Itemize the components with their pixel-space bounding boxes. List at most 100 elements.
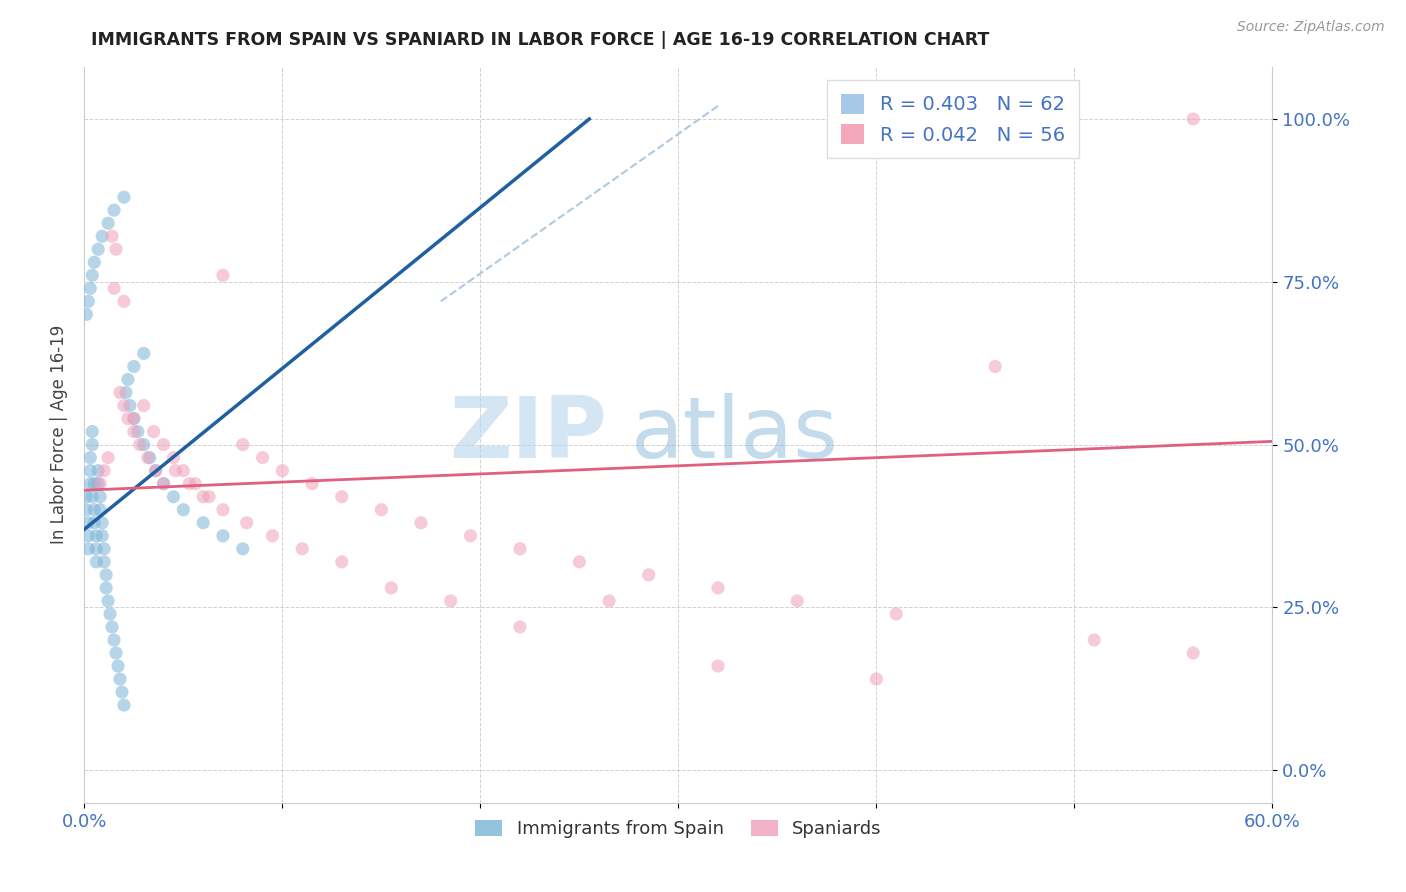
Point [122,411,145,425]
Point [94,567,117,582]
Point [87,476,110,491]
Point [103,632,125,647]
Point [262,529,284,543]
Point [1182,112,1205,126]
Point [330,555,353,569]
Point [112,294,135,309]
Point [884,607,907,621]
Point [79,281,101,295]
Point [1182,646,1205,660]
Point [212,268,235,283]
Point [1083,632,1105,647]
Legend: Immigrants from Spain, Spaniards: Immigrants from Spain, Spaniards [468,813,889,846]
Point [117,372,139,386]
Point [117,411,139,425]
Point [91,229,114,244]
Point [82,437,104,451]
Point [111,685,134,699]
Point [132,346,155,360]
Point [235,516,257,530]
Point [83,255,105,269]
Point [232,437,254,451]
Point [132,399,155,413]
Point [984,359,1007,374]
Point [97,450,120,465]
Point [93,464,115,478]
Point [145,464,167,478]
Point [165,464,187,478]
Point [707,659,730,673]
Point [162,490,184,504]
Point [509,620,531,634]
Point [370,502,392,516]
Point [97,216,120,230]
Point [128,437,150,451]
Point [198,490,221,504]
Point [865,672,887,686]
Point [84,541,107,556]
Point [108,672,131,686]
Point [75,490,97,504]
Text: IMMIGRANTS FROM SPAIN VS SPANIARD IN LABOR FORCE | AGE 16-19 CORRELATION CHART: IMMIGRANTS FROM SPAIN VS SPANIARD IN LAB… [91,31,990,49]
Point [637,567,659,582]
Y-axis label: In Labor Force | Age 16-19: In Labor Force | Age 16-19 [49,326,67,544]
Point [409,516,432,530]
Point [152,476,174,491]
Point [83,502,105,516]
Point [93,541,115,556]
Point [440,594,463,608]
Point [138,450,160,465]
Point [112,190,135,204]
Point [184,476,207,491]
Point [89,502,111,516]
Point [212,529,235,543]
Point [91,516,114,530]
Point [136,450,159,465]
Point [212,502,235,516]
Point [93,555,115,569]
Point [75,307,97,321]
Point [107,659,129,673]
Point [460,529,482,543]
Point [122,411,145,425]
Point [103,203,125,218]
Point [380,581,402,595]
Point [112,399,135,413]
Point [568,555,591,569]
Point [122,359,145,374]
Point [75,502,97,516]
Point [127,425,149,439]
Point [152,437,174,451]
Point [252,450,274,465]
Text: Source: ZipAtlas.com: Source: ZipAtlas.com [1237,20,1385,34]
Point [509,541,531,556]
Point [191,516,215,530]
Point [162,450,184,465]
Point [122,425,145,439]
Point [77,529,100,543]
Point [232,541,254,556]
Point [301,476,323,491]
Point [89,476,111,491]
Point [105,242,128,256]
Point [105,646,128,660]
Point [152,476,174,491]
Point [172,464,194,478]
Point [94,581,117,595]
Point [83,476,105,491]
Point [79,476,101,491]
Point [97,594,120,608]
Point [79,450,101,465]
Point [87,464,110,478]
Point [115,385,138,400]
Point [77,294,100,309]
Point [84,555,107,569]
Point [101,229,124,244]
Point [82,490,104,504]
Point [330,490,353,504]
Point [103,281,125,295]
Point [82,268,104,283]
Point [101,620,124,634]
Point [179,476,201,491]
Point [79,464,101,478]
